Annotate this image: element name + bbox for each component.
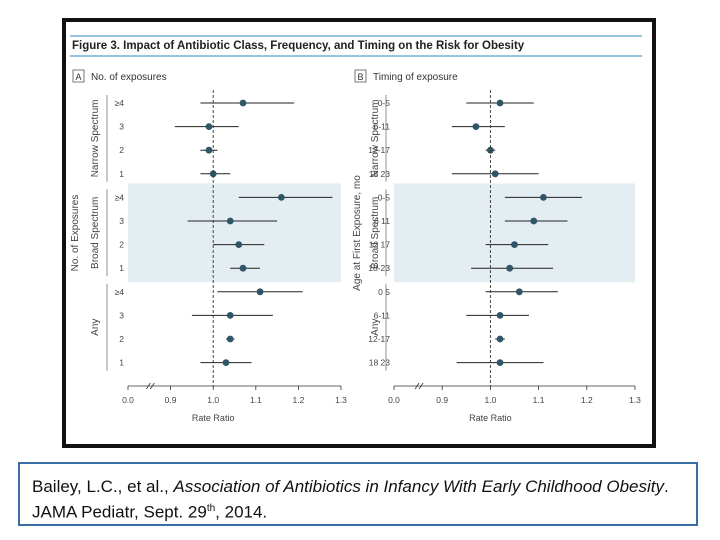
point-estimate bbox=[205, 123, 213, 130]
x-tick-label: 1.1 bbox=[533, 395, 545, 405]
row-label: 2 bbox=[119, 240, 124, 250]
row-label: 2 bbox=[119, 334, 124, 344]
point-estimate bbox=[235, 241, 243, 249]
citation-box: Bailey, L.C., et al., Association of Ant… bbox=[18, 462, 698, 526]
group-label: Broad Spectrum bbox=[370, 197, 381, 269]
row-label: 6 11 bbox=[374, 216, 390, 226]
row-label: 18 23 bbox=[369, 358, 391, 368]
x-tick-label: 0.0 bbox=[122, 395, 134, 405]
x-axis-label: Rate Ratio bbox=[192, 413, 235, 423]
row-label: 12-17 bbox=[368, 334, 390, 344]
point-estimate bbox=[506, 264, 514, 272]
row-label: ≥4 bbox=[115, 287, 125, 297]
point-estimate bbox=[511, 241, 518, 249]
citation-authors: Bailey, L.C., et al., bbox=[32, 477, 174, 496]
row-label: 3 bbox=[119, 122, 124, 132]
row-label: 3 bbox=[119, 310, 124, 320]
row-label: 6-11 bbox=[374, 122, 391, 132]
point-estimate bbox=[277, 194, 285, 201]
point-estimate bbox=[222, 359, 230, 366]
panel-title: Timing of exposure bbox=[373, 72, 458, 83]
citation-journal: . JAMA Pediatr, Sept. 29 bbox=[32, 477, 669, 522]
row-label: 0 5 bbox=[378, 287, 390, 297]
citation-sup: th bbox=[206, 503, 216, 514]
point-estimate bbox=[540, 194, 547, 201]
x-tick-label: 1.0 bbox=[484, 395, 496, 405]
x-tick-label: 1.0 bbox=[207, 395, 219, 405]
group-label: Narrow Spectrum bbox=[370, 99, 381, 177]
row-label: 2 bbox=[119, 145, 124, 155]
panel-letter: B bbox=[357, 72, 363, 82]
panel-title: No. of exposures bbox=[91, 72, 167, 83]
row-label: 1 bbox=[119, 169, 124, 179]
row-label: ≥4 bbox=[115, 98, 125, 108]
x-tick-label: 0.9 bbox=[436, 395, 448, 405]
point-estimate bbox=[226, 335, 234, 343]
point-estimate bbox=[472, 123, 480, 130]
point-estimate bbox=[496, 99, 504, 107]
row-label: ≥4 bbox=[115, 192, 125, 202]
point-estimate bbox=[226, 312, 234, 319]
x-axis-label: Rate Ratio bbox=[469, 413, 512, 423]
citation-title: Association of Antibiotics in Infancy Wi… bbox=[173, 477, 664, 496]
group-label: Any bbox=[90, 319, 101, 336]
row-label: 0-5 bbox=[378, 192, 391, 202]
row-label: 12 17 bbox=[369, 240, 391, 250]
point-estimate bbox=[205, 146, 213, 154]
group-shade-band bbox=[128, 183, 341, 283]
point-estimate bbox=[239, 99, 247, 107]
x-tick-label: 1.2 bbox=[581, 395, 593, 405]
y-axis-label: No. of Exposures bbox=[70, 195, 81, 272]
point-estimate bbox=[496, 335, 504, 343]
point-estimate bbox=[491, 170, 499, 178]
point-estimate bbox=[226, 217, 234, 225]
group-shade-band bbox=[394, 183, 635, 283]
panels: A No. of exposures Narrow Spectrum ≥4 3 2 1 Bro… bbox=[70, 69, 641, 423]
panel-letter-box bbox=[72, 69, 85, 83]
point-estimate bbox=[256, 288, 264, 296]
point-estimate bbox=[209, 170, 217, 178]
panel-letter: A bbox=[75, 72, 81, 82]
group-label: Any bbox=[370, 319, 381, 336]
row-label: 6-11 bbox=[374, 310, 391, 320]
point-estimate bbox=[239, 264, 247, 272]
row-label: 0-5 bbox=[378, 98, 391, 108]
axis-break bbox=[145, 382, 151, 390]
y-axis-label: Age at First Exposure, mo bbox=[352, 175, 363, 291]
figure-title: Figure 3. Impact of Antibiotic Class, Fr… bbox=[72, 40, 525, 52]
x-tick-label: 1.3 bbox=[335, 395, 347, 405]
x-tick-label: 1.1 bbox=[250, 395, 262, 405]
axis-break bbox=[418, 382, 424, 390]
citation-year: , 2014. bbox=[215, 502, 268, 522]
row-label: 1 bbox=[119, 263, 124, 273]
row-label: 1 bbox=[119, 358, 124, 368]
x-tick-label: 1.2 bbox=[292, 395, 304, 405]
x-tick-label: 0.9 bbox=[165, 395, 177, 405]
forest-plot-figure: Figure 3. Impact of Antibiotic Class, Fr… bbox=[70, 35, 642, 423]
row-label: 18-23 bbox=[368, 263, 390, 273]
x-tick-label: 1.3 bbox=[629, 395, 641, 405]
row-label: 18 23 bbox=[369, 169, 391, 179]
point-estimate bbox=[530, 217, 538, 225]
axis-break bbox=[414, 382, 420, 390]
point-estimate bbox=[515, 288, 523, 296]
row-label: 12-17 bbox=[368, 145, 390, 155]
point-estimate bbox=[496, 312, 504, 319]
group-label: Broad Spectrum bbox=[90, 197, 101, 269]
point-estimate bbox=[496, 359, 504, 366]
panel-letter-box bbox=[354, 69, 367, 83]
row-label: 3 bbox=[119, 216, 124, 226]
group-label: Narrow Spectrum bbox=[90, 99, 101, 177]
axis-break bbox=[149, 382, 155, 390]
x-tick-label: 0.0 bbox=[388, 395, 400, 405]
